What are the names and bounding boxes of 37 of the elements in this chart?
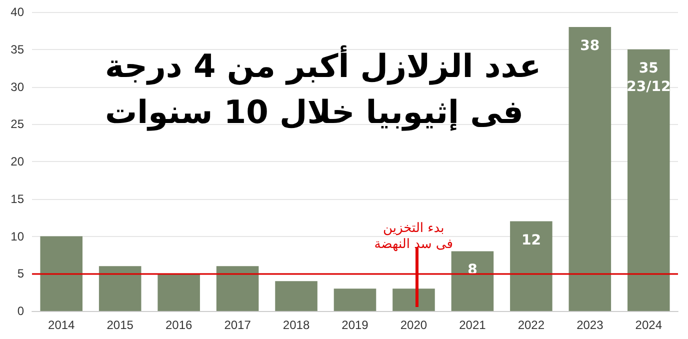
- x-tick-label: 2015: [106, 318, 134, 332]
- y-tick-label: 40: [10, 5, 24, 19]
- bar: [334, 288, 376, 311]
- x-tick-label: 2023: [576, 318, 604, 332]
- bar: [98, 266, 142, 311]
- x-tick-label: 2022: [518, 318, 545, 332]
- x-tick-label: 2024: [635, 318, 662, 332]
- bar: [275, 281, 318, 311]
- x-tick-label: 2020: [400, 318, 428, 332]
- x-tick-label: 2016: [165, 318, 192, 332]
- data-label: 35: [638, 60, 658, 76]
- text: عدد الزلازل أكبر من 4 درجة فى إثيوبيا خلال 10 سنوات: [105, 45, 542, 131]
- y-tick-label: 10: [10, 229, 24, 244]
- data-label: 12: [521, 232, 541, 248]
- bar: [510, 221, 552, 311]
- bar: [568, 26, 612, 311]
- y-tick-label: 0: [17, 304, 24, 318]
- y-tick-label: 30: [10, 80, 24, 94]
- x-tick-label: 2018: [282, 318, 310, 332]
- bar: [627, 49, 670, 311]
- x-tick-label: 2019: [342, 318, 369, 332]
- bar: [392, 288, 435, 311]
- y-tick-label: 20: [10, 154, 24, 168]
- data-label: 38: [580, 38, 600, 54]
- y-tick-label: 15: [10, 192, 24, 206]
- bar: [451, 251, 494, 311]
- bar: [40, 236, 83, 311]
- bar: [158, 274, 200, 311]
- x-tick-label: 2021: [459, 318, 486, 332]
- y-tick-label: 25: [10, 117, 24, 132]
- bar: [216, 266, 259, 311]
- data-label: 8: [468, 262, 478, 278]
- annotation: 23/12: [626, 79, 671, 96]
- x-tick-label: 2014: [48, 318, 76, 332]
- x-tick-label: 2017: [224, 318, 252, 332]
- y-tick-label: 35: [10, 42, 24, 56]
- y-tick-label: 5: [17, 266, 24, 281]
